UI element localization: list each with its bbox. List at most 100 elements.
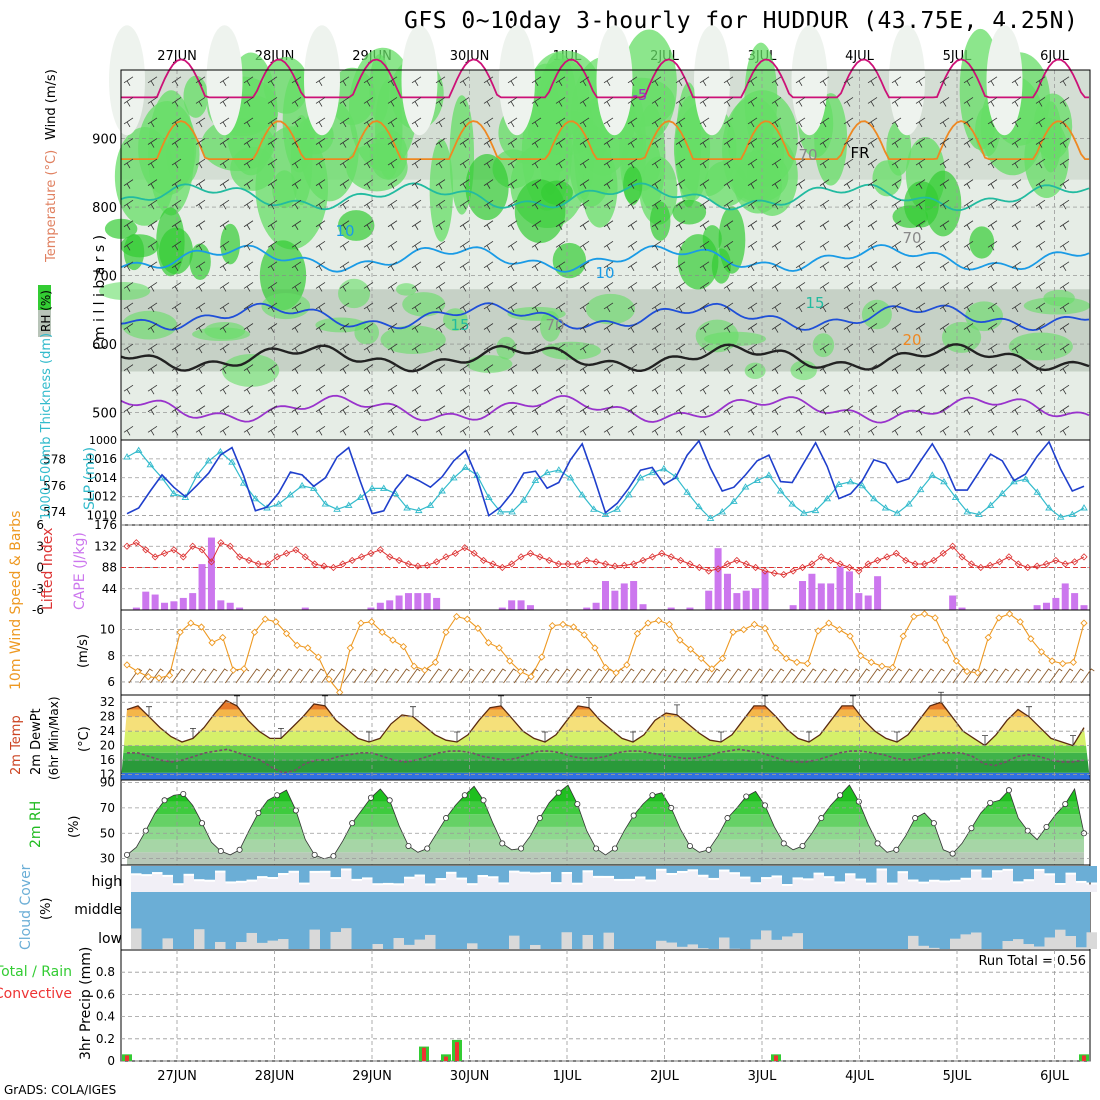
wind-barb (531, 302, 542, 313)
cloud-high-gap (267, 879, 278, 892)
wind-barb (819, 158, 830, 169)
cloud-low-gap (750, 939, 761, 949)
wind-barb (387, 158, 398, 169)
minmax-whisker (542, 731, 548, 743)
wind-barb (771, 138, 782, 148)
wind-barb (723, 199, 734, 210)
cloud-high-gap (582, 872, 593, 892)
wind-speed-marker (899, 632, 907, 640)
wind-barb (675, 343, 686, 354)
wind-barb (987, 240, 998, 251)
temp-line (126, 699, 1085, 747)
wind-barb (387, 240, 398, 251)
cloud-high-bar (771, 866, 782, 876)
wind-barb (987, 179, 998, 189)
cloud-panel: high middle low Cloud Cover (%) (18, 864, 1097, 951)
rh-midlevel-blob (861, 299, 892, 330)
cloud-high-gap (1034, 870, 1045, 892)
thickness-marker (1021, 475, 1030, 482)
minmax-label: (6hr Min/Max) (47, 697, 61, 781)
thickness-marker (1033, 488, 1042, 495)
precip-convective-bar (774, 1055, 778, 1061)
wind-barb (315, 179, 326, 189)
wind-barb (291, 425, 302, 436)
slp-tick: 1012 (86, 490, 117, 504)
rh-moist-blob (429, 138, 454, 242)
wind-barb (651, 343, 662, 354)
wind-barb (339, 282, 350, 292)
wind-barb (819, 384, 830, 395)
wind-barb (411, 76, 422, 87)
cloud-low-gap (278, 939, 289, 949)
cloud-high-gap (246, 881, 257, 892)
li-marker (789, 567, 797, 575)
wind-barb (579, 199, 590, 210)
rh-dry-dome (596, 25, 633, 136)
wind-barb (459, 76, 470, 87)
wind-barb (1035, 425, 1046, 436)
wind-barb (1035, 179, 1046, 189)
thickness-marker (496, 508, 505, 515)
rh-marker (480, 797, 487, 804)
wind-barb (315, 76, 326, 87)
rh-dry-dome (401, 25, 438, 136)
cloud-high-bar (173, 866, 184, 884)
wind-barb (555, 282, 566, 292)
wind-speed-marker (857, 652, 865, 660)
wind-barb (243, 261, 254, 272)
li-marker (273, 553, 281, 561)
li-marker (676, 556, 685, 564)
wind-speed-marker (176, 628, 184, 636)
wind-barb (747, 302, 758, 313)
thickness-marker (134, 446, 143, 453)
wind-barb (867, 199, 878, 210)
wind-barb (507, 261, 518, 272)
minmax-whisker (1026, 706, 1032, 717)
wind-barb (363, 384, 374, 395)
wind-barb (843, 97, 854, 107)
wind-barb (219, 220, 230, 230)
wind-barb (627, 158, 638, 169)
rh-saturated-blob (672, 199, 707, 225)
minmax-whisker (806, 731, 812, 743)
wind-speed-marker (920, 610, 929, 618)
wind-speed-marker (644, 619, 652, 627)
wind-barb (363, 323, 374, 333)
cloud-high-gap (152, 874, 163, 892)
wind-barb (459, 158, 470, 169)
pressure-tick: 500 (92, 407, 117, 422)
wind-barb (219, 240, 230, 251)
wind-barb (507, 384, 518, 395)
wind-speed-marker (133, 667, 142, 676)
li-marker (742, 560, 750, 568)
wind-barb (771, 76, 782, 87)
thickness-marker (835, 480, 843, 487)
wind-speed-marker (974, 669, 982, 677)
rh-marker (180, 790, 187, 797)
wind-barb (651, 425, 662, 436)
cloud-high-gap (1013, 883, 1024, 892)
wind-barb (891, 76, 902, 87)
wind-barb (555, 425, 566, 436)
minmax-whisker (762, 695, 768, 706)
wind-barb (963, 199, 974, 210)
wind-barb (915, 117, 926, 128)
slp-line (126, 439, 1085, 517)
wind-barb (915, 240, 926, 251)
cloud-low-gap (719, 937, 730, 949)
cape-bar (517, 600, 525, 610)
rh-line (126, 784, 1085, 860)
surface-barb (289, 668, 303, 684)
li-marker (855, 567, 863, 575)
wind-barb (819, 282, 830, 292)
wind-barb (555, 240, 566, 251)
wind-barb (435, 323, 446, 333)
wind-barb (219, 179, 230, 189)
wind-barb (291, 158, 302, 169)
wind-barb (1059, 384, 1070, 395)
surface-barb (374, 668, 389, 684)
rh-marker (630, 812, 637, 819)
wind-barb (699, 158, 710, 169)
temp-grid (121, 695, 1090, 780)
bottom-date-label: 5JUL (943, 1069, 973, 1084)
